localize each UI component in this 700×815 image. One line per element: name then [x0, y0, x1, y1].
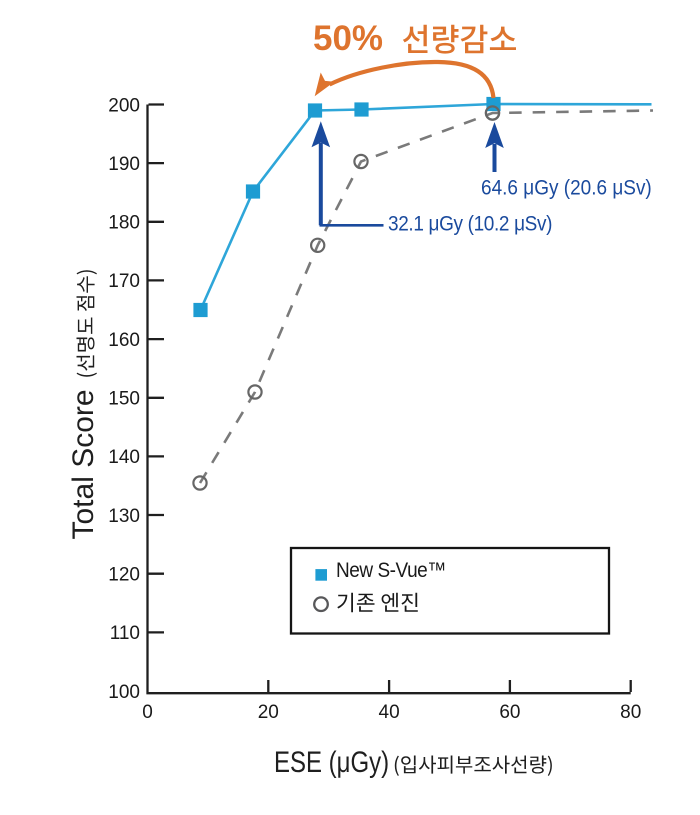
svg-text:50%: 50% [313, 19, 383, 58]
svg-text:140: 140 [108, 447, 140, 468]
svg-text:32.1 μGy (10.2 μSv): 32.1 μGy (10.2 μSv) [388, 213, 552, 236]
svg-text:200: 200 [108, 95, 140, 116]
svg-text:0: 0 [142, 702, 153, 723]
svg-text:110: 110 [110, 623, 140, 644]
svg-text:ESE (μGy): ESE (μGy) [274, 744, 389, 778]
svg-text:160: 160 [108, 330, 140, 351]
svg-text:100: 100 [108, 682, 140, 703]
svg-text:60: 60 [499, 702, 520, 723]
svg-text:Total Score: Total Score [67, 389, 100, 539]
svg-text:130: 130 [108, 506, 140, 527]
svg-text:190: 190 [108, 154, 140, 175]
svg-text:180: 180 [108, 213, 140, 234]
svg-text:40: 40 [379, 702, 400, 723]
svg-text:120: 120 [108, 565, 140, 586]
svg-text:150: 150 [108, 389, 140, 410]
svg-text:20: 20 [258, 702, 279, 723]
svg-text:170: 170 [108, 271, 140, 292]
svg-text:64.6 μGy (20.6 μSv): 64.6 μGy (20.6 μSv) [481, 177, 652, 200]
svg-text:New S-Vue™: New S-Vue™ [336, 559, 446, 582]
svg-text:80: 80 [620, 702, 641, 723]
